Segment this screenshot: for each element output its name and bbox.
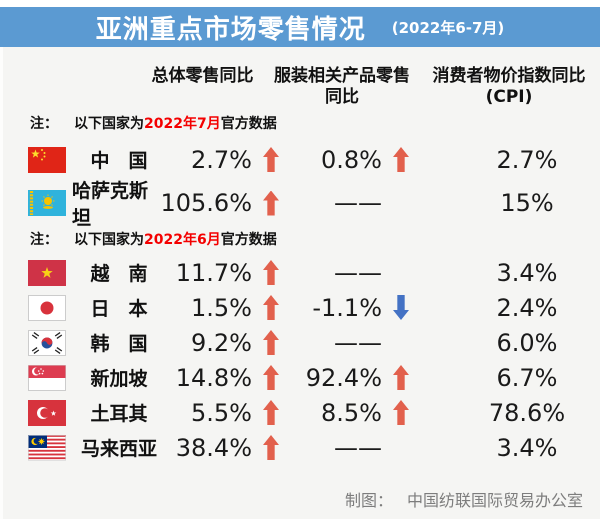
total-retail-value: 1.5% xyxy=(191,293,252,322)
period-label: (2022年6-7月) xyxy=(391,18,505,37)
apparel-retail-value: -1.1% xyxy=(312,293,382,322)
country-name: 马来西亚 xyxy=(80,438,157,460)
trend-arrow-icon xyxy=(382,330,420,355)
cpi-value: 15% xyxy=(500,189,554,217)
total-retail-value: 2.7% xyxy=(191,145,252,174)
apparel-retail-value: 0.8% xyxy=(321,145,382,174)
table-row-korea: 韩 国 9.2% —— 6.0% xyxy=(0,325,600,360)
table-row-kazakhstan: 哈萨克斯坦 105.6% —— 15% xyxy=(0,176,600,229)
table-row-china: 中 国 2.7% 0.8% 2.7% xyxy=(0,142,600,177)
table-row-malaysia: 马来西亚 38.4% —— 3.4% xyxy=(0,430,600,465)
table-row-vietnam: 越 南 11.7% —— 3.4% xyxy=(0,255,600,290)
cpi-value: 78.6% xyxy=(488,398,566,427)
note-prefix: 注： xyxy=(30,116,58,132)
trend-arrow-icon xyxy=(252,365,290,390)
malaysia-flag-icon xyxy=(28,434,66,461)
trend-arrow-icon xyxy=(382,400,420,425)
trend-arrow-icon xyxy=(382,260,420,285)
trend-arrow-icon xyxy=(252,147,290,172)
column-header-line: 总体零售同比 xyxy=(151,66,254,86)
column-header-total-retail: 总体零售同比 xyxy=(140,66,265,87)
trend-arrow-icon xyxy=(252,295,290,320)
table-row-singapore: 新加坡 14.8% 92.4% 6.7% xyxy=(0,360,600,395)
apparel-retail-value: 8.5% xyxy=(321,398,382,427)
total-retail-value: 11.7% xyxy=(175,258,252,287)
trend-arrow-icon xyxy=(252,260,290,285)
note-text: 官方数据 xyxy=(220,116,277,132)
singapore-flag-icon xyxy=(28,364,66,391)
trend-arrow-icon xyxy=(382,435,420,460)
left-margin-strip xyxy=(0,47,3,519)
column-header-cpi: 消费者物价指数同比 (CPI) xyxy=(425,66,593,108)
column-header-apparel-retail: 服装相关产品零售 同比 xyxy=(267,66,417,108)
country-name: 越 南 xyxy=(90,263,148,285)
country-name: 新加坡 xyxy=(90,368,148,390)
total-retail-value: 14.8% xyxy=(175,363,252,392)
cpi-value: 3.4% xyxy=(496,433,558,462)
country-name: 哈萨克斯坦 xyxy=(72,180,149,229)
apparel-retail-value: —— xyxy=(334,433,382,462)
trend-arrow-icon xyxy=(252,330,290,355)
note-june-data: 注： 以下国家为2022年6月官方数据 xyxy=(30,229,277,249)
cpi-value: 3.4% xyxy=(496,258,558,287)
cpi-value: 6.7% xyxy=(496,363,558,392)
total-retail-value: 105.6% xyxy=(160,189,252,217)
note-highlight: 2022年7月 xyxy=(144,116,221,132)
cpi-value: 6.0% xyxy=(496,328,558,357)
column-header-line: 同比 xyxy=(325,87,359,107)
country-name: 土耳其 xyxy=(90,403,148,425)
total-retail-value: 9.2% xyxy=(191,328,252,357)
note-text: 以下国家为 xyxy=(74,232,144,248)
title-banner: 亚洲重点市场零售情况 (2022年6-7月) xyxy=(0,7,600,47)
note-highlight: 2022年6月 xyxy=(144,232,221,248)
trend-arrow-icon xyxy=(252,435,290,460)
trend-arrow-icon xyxy=(382,365,420,390)
china-flag-icon xyxy=(28,146,66,173)
note-text: 以下国家为 xyxy=(74,116,144,132)
country-name: 韩 国 xyxy=(90,333,148,355)
column-header-line: (CPI) xyxy=(485,87,533,107)
column-header-line: 服装相关产品零售 xyxy=(274,66,410,86)
note-text: 官方数据 xyxy=(220,232,277,248)
country-name: 中 国 xyxy=(90,150,148,172)
trend-arrow-icon xyxy=(382,147,420,172)
trend-arrow-icon xyxy=(382,191,420,216)
table-row-japan: 日 本 1.5% -1.1% 2.4% xyxy=(0,290,600,325)
total-retail-value: 5.5% xyxy=(191,398,252,427)
japan-flag-icon xyxy=(28,294,66,321)
column-header-line: 消费者物价指数同比 xyxy=(432,66,586,86)
credit-text: 中国纺联国际贸易办公室 xyxy=(407,491,584,510)
note-prefix: 注： xyxy=(30,232,58,248)
kazakhstan-flag-icon xyxy=(28,190,66,216)
apparel-retail-value: —— xyxy=(334,328,382,357)
table-row-turkey: 土耳其 5.5% 8.5% 78.6% xyxy=(0,395,600,430)
vietnam-flag-icon xyxy=(28,259,66,286)
trend-arrow-icon xyxy=(252,190,290,216)
apparel-retail-value: —— xyxy=(334,189,382,217)
total-retail-value: 38.4% xyxy=(175,433,252,462)
south-korea-flag-icon xyxy=(28,329,66,356)
turkey-flag-icon xyxy=(28,399,66,426)
table-background xyxy=(0,47,600,519)
credit-label: 制图： xyxy=(345,491,394,510)
cpi-value: 2.4% xyxy=(496,293,558,322)
cpi-value: 2.7% xyxy=(496,145,558,174)
page-title: 亚洲重点市场零售情况 xyxy=(95,14,366,45)
country-name: 日 本 xyxy=(90,298,148,320)
trend-arrow-icon xyxy=(382,295,420,320)
credit-footer: 制图： 中国纺联国际贸易办公室 xyxy=(345,487,583,511)
apparel-retail-value: 92.4% xyxy=(305,363,382,392)
note-july-data: 注： 以下国家为2022年7月官方数据 xyxy=(30,113,277,133)
trend-arrow-icon xyxy=(252,400,290,425)
apparel-retail-value: —— xyxy=(334,258,382,287)
